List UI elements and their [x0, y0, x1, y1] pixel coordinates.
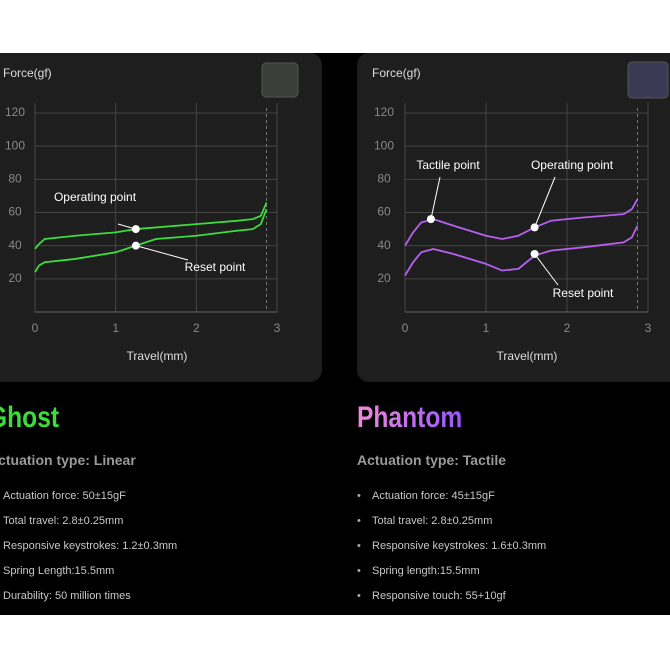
product-name: Ghost	[0, 401, 60, 434]
card	[0, 53, 322, 382]
y-tick-label: 120	[374, 105, 394, 119]
x-axis-label: Travel(mm)	[497, 349, 558, 363]
card	[357, 53, 670, 382]
y-tick-label: 20	[8, 271, 22, 285]
spec: Responsive keystrokes: 1.2±0.3mm	[0, 534, 308, 559]
spec-list: Actuation force: 45±15gFTotal travel: 2.…	[357, 484, 670, 615]
content: Force(gf) Travel(mm) 20 40 60 80 100 120 0 1 2 3 Ope…	[0, 53, 670, 615]
y-tick-label: 40	[377, 238, 391, 252]
spec: Spring length:15.5mm	[357, 559, 670, 584]
y-tick-label: 100	[374, 138, 394, 152]
spec: Durability: 50 million times	[357, 609, 670, 615]
actuation-type: Actuation type: Linear	[0, 452, 136, 468]
actuation-type: Actuation type: Tactile	[357, 452, 507, 468]
y-axis-label: Force(gf)	[372, 66, 421, 80]
annotation: Operating point	[54, 190, 137, 204]
point	[530, 223, 539, 232]
product-name: Phantom	[357, 398, 462, 438]
spec: Total travel: 2.8±0.25mm	[357, 509, 670, 534]
y-tick-label: 60	[377, 205, 391, 219]
y-tick-label: 20	[377, 271, 391, 285]
x-tick-label: 3	[645, 321, 652, 335]
y-tick-label: 120	[5, 105, 25, 119]
x-axis-label: Travel(mm)	[127, 349, 188, 363]
connector	[534, 176, 556, 228]
spec: Responsive keystrokes: 1.6±0.3mm	[357, 534, 670, 559]
force-curve	[404, 198, 639, 247]
y-tick-label: 60	[8, 205, 22, 219]
force-curve	[34, 208, 268, 273]
spec: Spring Length:15.5mm	[0, 559, 308, 584]
product: Phantom Actuation type: Tactile Actuatio…	[357, 398, 670, 615]
y-axis-label: Force(gf)	[3, 66, 52, 80]
spec: Actuation force: 45±15gF	[357, 484, 670, 509]
x-tick-label: 0	[402, 321, 409, 335]
force-curve	[404, 225, 639, 276]
connector	[430, 176, 441, 220]
product: Ghost Actuation type: Linear Actuation f…	[0, 398, 308, 609]
switch-icon	[627, 61, 669, 99]
connector	[534, 253, 559, 286]
spec: Actuation force: 50±15gF	[0, 484, 308, 509]
x-tick-label: 1	[483, 321, 490, 335]
x-tick-label: 0	[32, 321, 39, 335]
spec: Durability: 50 million times	[0, 584, 308, 609]
point	[131, 225, 140, 234]
point	[131, 241, 140, 250]
x-tick-label: 1	[112, 321, 119, 335]
force-curve	[34, 202, 268, 250]
y-tick-label: 100	[5, 138, 25, 152]
x-tick-label: 2	[193, 321, 200, 335]
connector	[135, 245, 189, 261]
x-tick-label: 2	[564, 321, 571, 335]
point	[426, 215, 435, 224]
spec: Total travel: 2.8±0.25mm	[0, 509, 308, 534]
x-tick-label: 3	[274, 321, 281, 335]
y-tick-label: 80	[8, 172, 22, 186]
switch-icon	[261, 62, 299, 98]
y-tick-label: 40	[8, 238, 22, 252]
annotation: Reset point	[553, 286, 614, 300]
spec: Responsive touch: 55+10gf	[357, 584, 670, 609]
point	[530, 249, 539, 258]
spec-list: Actuation force: 50±15gFTotal travel: 2.…	[0, 484, 308, 609]
annotation: Tactile point	[416, 158, 480, 172]
annotation: Operating point	[531, 158, 614, 172]
y-tick-label: 80	[377, 172, 391, 186]
annotation: Reset point	[185, 260, 246, 274]
